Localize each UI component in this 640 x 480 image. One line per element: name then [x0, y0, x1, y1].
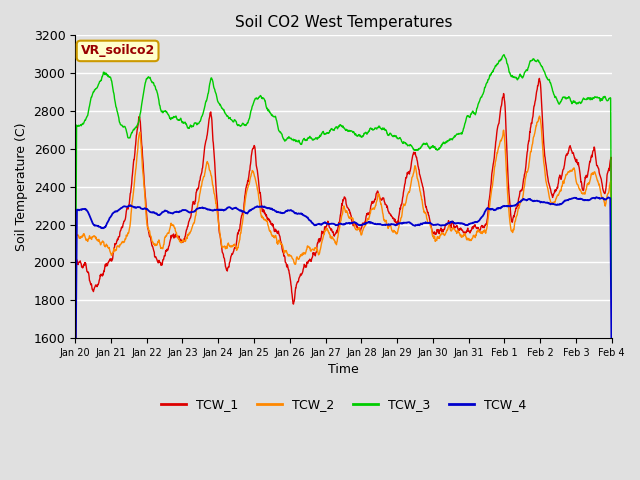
TCW_4	[310, 222, 317, 228]
TCW_3	[71, 380, 79, 385]
TCW_4	[593, 194, 600, 200]
TCW_4	[113, 208, 120, 214]
TCW_4	[320, 220, 328, 226]
TCW_4	[71, 422, 79, 428]
TCW_3	[299, 137, 307, 143]
TCW_2	[310, 247, 317, 253]
TCW_3	[134, 120, 142, 126]
TCW_2	[71, 434, 79, 440]
TCW_3	[113, 106, 120, 112]
TCW_1	[310, 251, 317, 256]
TCW_3	[310, 137, 317, 143]
TCW_2	[608, 332, 616, 338]
TCW_1	[299, 269, 307, 275]
TCW_1	[376, 196, 384, 202]
TCW_2	[536, 113, 543, 119]
TCW_1	[71, 447, 79, 453]
Line: TCW_4: TCW_4	[75, 197, 612, 425]
TCW_1	[113, 238, 120, 244]
Line: TCW_1: TCW_1	[75, 78, 612, 450]
TCW_3	[608, 300, 616, 305]
TCW_2	[134, 136, 142, 142]
TCW_1	[536, 75, 543, 81]
TCW_4	[134, 204, 142, 210]
X-axis label: Time: Time	[328, 363, 359, 376]
TCW_4	[376, 221, 384, 227]
TCW_2	[320, 233, 328, 239]
Line: TCW_3: TCW_3	[75, 55, 612, 383]
Line: TCW_2: TCW_2	[75, 116, 612, 437]
Title: Soil CO2 West Temperatures: Soil CO2 West Temperatures	[235, 15, 452, 30]
TCW_2	[113, 245, 120, 251]
TCW_2	[299, 252, 307, 258]
TCW_1	[320, 229, 328, 235]
Y-axis label: Soil Temperature (C): Soil Temperature (C)	[15, 122, 28, 251]
TCW_4	[608, 372, 616, 378]
Text: VR_soilco2: VR_soilco2	[81, 45, 155, 58]
TCW_3	[376, 125, 384, 131]
Legend: TCW_1, TCW_2, TCW_3, TCW_4: TCW_1, TCW_2, TCW_3, TCW_4	[156, 393, 531, 416]
TCW_3	[500, 52, 508, 58]
TCW_4	[299, 212, 307, 218]
TCW_2	[376, 199, 384, 205]
TCW_1	[134, 118, 142, 123]
TCW_1	[608, 314, 616, 320]
TCW_3	[320, 129, 328, 135]
